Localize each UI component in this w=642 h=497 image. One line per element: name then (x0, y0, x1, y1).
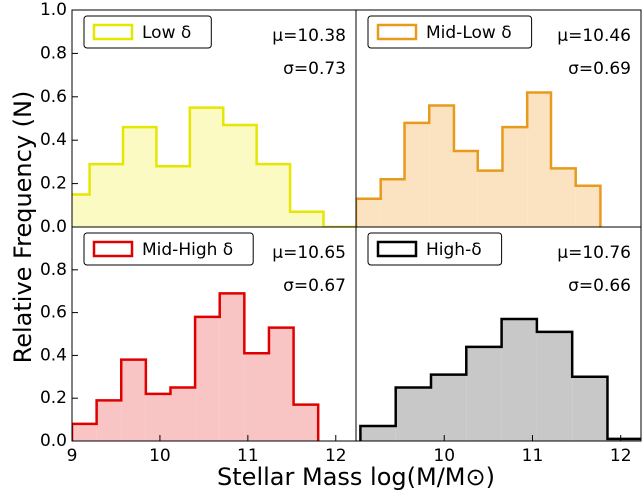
annotation: μ=10.38 (272, 26, 346, 46)
annotation: μ=10.46 (557, 26, 631, 46)
plot-area (359, 317, 641, 441)
histogram-bar (429, 105, 454, 227)
annotation: σ=0.73 (283, 59, 346, 79)
histogram-bar (404, 122, 430, 227)
histogram-bar (293, 404, 319, 441)
legend: Mid-High δ (83, 232, 254, 266)
histogram-bar (96, 400, 122, 441)
x-tick-label: 11 (237, 446, 259, 466)
x-tick-label: 12 (325, 446, 347, 466)
histogram-bar (501, 319, 537, 441)
histogram-bar (572, 376, 608, 441)
plot-area (72, 292, 320, 441)
legend-swatch (92, 240, 134, 258)
histogram-bar (536, 331, 573, 441)
histogram-bar (502, 127, 528, 227)
histogram-bar (380, 179, 405, 227)
histogram-bar (453, 151, 478, 227)
annotation: σ=0.69 (568, 59, 631, 79)
legend: Low δ (83, 15, 212, 49)
histogram-bar (575, 185, 601, 227)
legend: Mid-Low δ (367, 15, 533, 49)
histogram-bar (156, 166, 190, 227)
y-tick-label: 0.0 (40, 217, 67, 237)
plot-area (356, 91, 602, 227)
legend-swatch (92, 23, 134, 41)
legend-label: Mid-Low δ (426, 23, 512, 43)
histogram-bar (466, 346, 502, 441)
y-tick-label: 0.8 (40, 260, 67, 280)
y-tick-label: 0.2 (40, 174, 67, 194)
histogram-bar (122, 127, 157, 227)
histogram-bar (356, 198, 381, 227)
histogram-bar (244, 353, 269, 441)
annotation: σ=0.67 (283, 276, 346, 296)
histogram-bar (89, 164, 123, 227)
legend-label: High-δ (426, 240, 482, 260)
x-tick-label: 10 (149, 446, 171, 466)
x-tick-label: 12 (610, 446, 632, 466)
histogram-bar (189, 107, 224, 227)
y-tick-label: 0.4 (40, 130, 67, 150)
legend: High-δ (367, 232, 503, 266)
panel-frame (355, 226, 642, 442)
histogram-bar (170, 387, 196, 441)
legend-label: Mid-High δ (142, 240, 233, 260)
histogram-bar (72, 423, 97, 441)
histogram-bar (256, 164, 291, 227)
y-tick-label: 0.2 (40, 388, 67, 408)
x-tick-label: 10 (433, 446, 455, 466)
histogram-bar (431, 374, 467, 441)
annotation: μ=10.65 (272, 243, 346, 263)
histogram-outline (72, 292, 320, 441)
histogram-outline (359, 317, 641, 441)
histogram-bar (268, 327, 294, 441)
annotation: μ=10.76 (557, 243, 631, 263)
histogram-outline (356, 91, 602, 227)
histogram-bar (72, 194, 90, 227)
legend-swatch (376, 23, 418, 41)
legend-label: Low δ (142, 23, 191, 43)
histogram-bar (219, 293, 245, 441)
y-tick-label: 0.8 (40, 43, 67, 63)
histogram-bar (223, 125, 257, 227)
annotation: σ=0.66 (568, 276, 631, 296)
y-tick-label: 0.0 (40, 431, 67, 451)
y-tick-label: 1.0 (40, 0, 67, 20)
x-tick-label: 9 (67, 446, 78, 466)
histogram-bar (395, 387, 431, 441)
histogram-outline (72, 106, 356, 227)
histogram-bar (360, 426, 396, 441)
x-axis-label: Stellar Mass log(M/M⊙) (217, 463, 495, 491)
legend-swatch (376, 240, 418, 258)
y-axis-label: Relative Frequency (N) (9, 91, 37, 364)
y-tick-label: 0.6 (40, 87, 67, 107)
histogram-bar (477, 170, 503, 227)
histogram-bar (145, 393, 171, 441)
y-tick-label: 0.6 (40, 303, 67, 323)
histogram-bar (551, 168, 576, 227)
histogram-bar (121, 359, 146, 441)
histogram-bar (527, 92, 551, 227)
histogram-bar (290, 211, 324, 227)
x-tick-label: 11 (522, 446, 544, 466)
plot-area (72, 106, 356, 227)
histogram-bar (195, 316, 220, 441)
y-tick-label: 0.4 (40, 345, 67, 365)
